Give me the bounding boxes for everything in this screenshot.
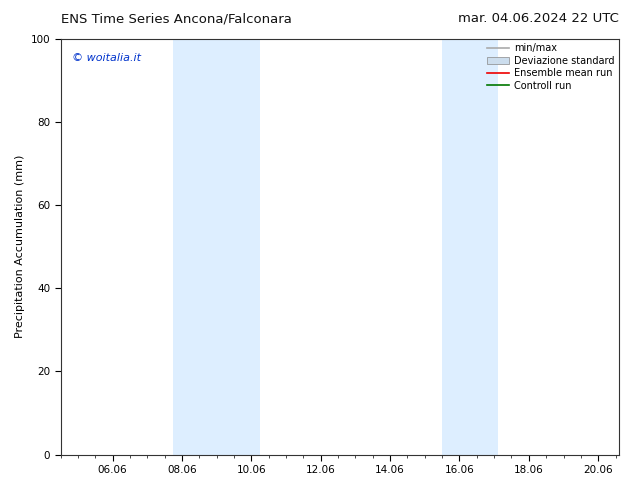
Text: ENS Time Series Ancona/Falconara: ENS Time Series Ancona/Falconara [61, 12, 292, 25]
Text: mar. 04.06.2024 22 UTC: mar. 04.06.2024 22 UTC [458, 12, 619, 25]
Bar [442, 39, 498, 455]
Legend: min/max, Deviazione standard, Ensemble mean run, Controll run: min/max, Deviazione standard, Ensemble m… [488, 44, 614, 91]
Bar [173, 39, 260, 455]
Y-axis label: Precipitation Accumulation (mm): Precipitation Accumulation (mm) [15, 155, 25, 338]
Text: © woitalia.it: © woitalia.it [72, 53, 141, 63]
